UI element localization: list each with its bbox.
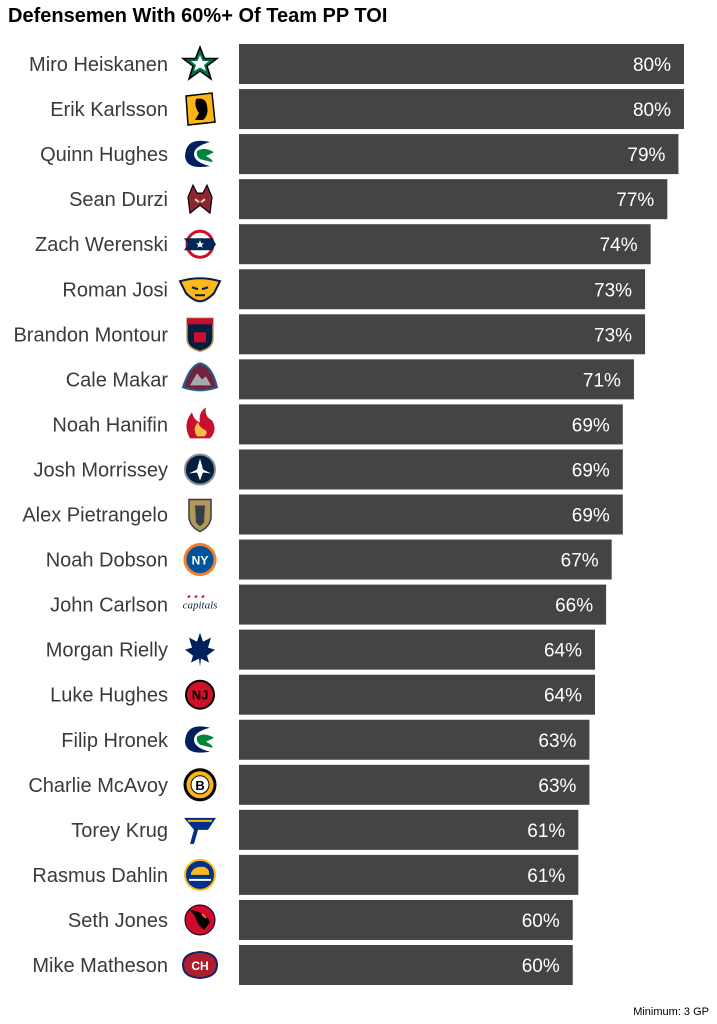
bar <box>239 224 651 265</box>
montreal-canadiens-logo-icon: CH <box>181 950 219 980</box>
bar-value-label: 60% <box>522 956 560 977</box>
bar <box>239 945 573 985</box>
bar-value-label: 79% <box>627 145 665 166</box>
player-name-label: Seth Jones <box>68 910 168 932</box>
player-name-label: Zach Werenski <box>35 234 168 256</box>
bar <box>239 719 590 760</box>
bar <box>239 314 646 355</box>
bar-value-label: 61% <box>527 821 565 842</box>
vancouver-canucks-logo-icon <box>185 726 214 753</box>
chicago-blackhawks-logo-icon <box>184 904 216 936</box>
bar-value-label: 73% <box>594 325 632 346</box>
bar-value-label: 73% <box>594 280 632 301</box>
bar <box>239 404 623 445</box>
svg-text:CH: CH <box>191 959 208 973</box>
bar-value-label: 80% <box>633 100 671 121</box>
svg-text:NJ: NJ <box>192 688 209 703</box>
bar-value-label: 61% <box>527 866 565 887</box>
bar <box>239 134 679 175</box>
bar-value-label: 69% <box>572 506 610 527</box>
florida-panthers-logo-icon <box>186 317 214 353</box>
bar <box>239 449 623 490</box>
colorado-avalanche-logo-icon <box>181 362 219 392</box>
player-name-label: Morgan Rielly <box>46 640 168 662</box>
bar-value-label: 66% <box>555 596 593 617</box>
player-name-label: Noah Dobson <box>46 550 168 572</box>
bar-value-label: 74% <box>600 235 638 256</box>
bar-value-label: 69% <box>572 415 610 436</box>
bar-value-label: 80% <box>633 55 671 76</box>
buffalo-sabres-logo-icon <box>184 858 216 891</box>
player-name-label: Mike Matheson <box>32 955 168 977</box>
bar <box>239 359 634 400</box>
bar <box>239 539 612 580</box>
arizona-coyotes-logo-icon <box>187 183 213 215</box>
player-name-label: Erik Karlsson <box>50 99 168 121</box>
nashville-predators-logo-icon <box>178 277 222 303</box>
bar-value-label: 64% <box>544 641 582 662</box>
bar-value-label: 60% <box>522 911 560 932</box>
boston-bruins-logo-icon: B <box>183 768 217 802</box>
bar <box>239 809 579 850</box>
washington-capitals-logo-icon: capitals <box>183 594 218 612</box>
bar-value-label: 67% <box>561 551 599 572</box>
pittsburgh-penguins-logo-icon <box>185 92 216 126</box>
dallas-stars-logo-icon <box>180 44 220 81</box>
bar <box>239 44 684 84</box>
st-louis-blues-logo-icon <box>184 817 216 844</box>
player-name-label: Filip Hronek <box>61 730 169 752</box>
bar <box>239 764 590 805</box>
vancouver-canucks-logo-icon <box>185 140 214 167</box>
bar <box>239 674 595 715</box>
bar-value-label: 64% <box>544 686 582 707</box>
bar <box>239 584 607 625</box>
player-name-label: Brandon Montour <box>13 324 168 346</box>
bar-value-label: 77% <box>616 190 654 211</box>
player-name-label: Roman Josi <box>62 279 168 301</box>
player-name-label: Alex Pietrangelo <box>22 505 168 527</box>
bar <box>239 854 579 895</box>
player-name-label: Noah Hanifin <box>52 414 168 436</box>
bar-value-label: 71% <box>583 370 621 391</box>
svg-text:B: B <box>195 778 204 793</box>
bar <box>239 179 668 220</box>
new-jersey-devils-logo-icon: NJ <box>185 679 215 710</box>
winnipeg-jets-logo-icon <box>184 453 216 486</box>
player-name-label: John Carlson <box>50 595 168 617</box>
player-name-label: Torey Krug <box>71 820 168 842</box>
bar <box>239 629 595 670</box>
player-name-label: Charlie McAvoy <box>28 775 168 797</box>
footnote: Minimum: 3 GP <box>633 1006 709 1018</box>
player-name-label: Rasmus Dahlin <box>32 865 168 887</box>
player-name-label: Cale Makar <box>66 369 169 391</box>
bar-value-label: 63% <box>538 731 576 752</box>
toronto-maple-leafs-logo-icon <box>185 632 215 667</box>
bar-value-label: 63% <box>538 776 576 797</box>
player-name-label: Miro Heiskanen <box>29 54 168 76</box>
player-name-label: Sean Durzi <box>69 189 168 211</box>
player-name-label: Quinn Hughes <box>40 144 168 166</box>
bar-value-label: 69% <box>572 460 610 481</box>
svg-text:capitals: capitals <box>183 600 218 612</box>
bar <box>239 899 573 940</box>
columbus-blue-jackets-logo-icon <box>184 229 216 259</box>
bar <box>239 269 646 310</box>
vegas-golden-knights-logo-icon <box>188 498 212 533</box>
player-name-label: Josh Morrissey <box>34 459 168 481</box>
player-name-label: Luke Hughes <box>50 685 168 707</box>
bar <box>239 89 684 130</box>
chart-title: Defensemen With 60%+ Of Team PP TOI <box>8 5 388 27</box>
bar <box>239 494 623 535</box>
svg-text:NY: NY <box>192 554 209 568</box>
calgary-flames-logo-icon <box>186 407 215 439</box>
new-york-islanders-logo-icon: NY <box>183 543 217 577</box>
